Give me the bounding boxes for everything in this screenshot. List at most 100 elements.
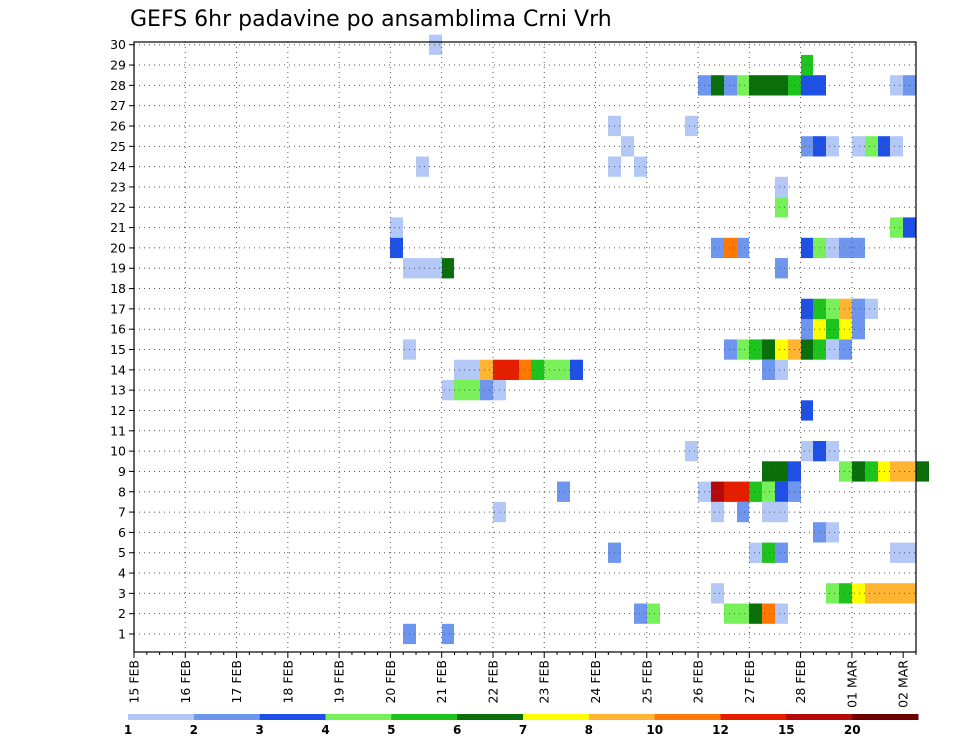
x-tick-label: 17 FEB: [229, 660, 244, 704]
x-tick-label: 15 FEB: [127, 660, 142, 704]
heatmap-cell: [826, 522, 839, 543]
x-tick-label: 22 FEB: [485, 660, 500, 704]
heatmap-cell: [724, 481, 737, 502]
heatmap-cell: [826, 298, 839, 319]
x-tick-label: 21 FEB: [434, 660, 449, 704]
heatmap-cell: [454, 359, 467, 380]
legend-label: 1: [124, 723, 132, 737]
heatmap-cell: [724, 75, 737, 96]
legend-label: 4: [321, 723, 329, 737]
heatmap-cell: [839, 339, 852, 360]
legend-label: 5: [387, 723, 395, 737]
legend-swatch: [523, 714, 590, 720]
heatmap-cell: [762, 461, 775, 482]
heatmap-cell: [454, 380, 467, 401]
heatmap-cell: [775, 75, 788, 96]
y-tick-label: 19: [110, 261, 126, 276]
y-tick-label: 25: [110, 139, 126, 154]
heatmap-cell: [557, 359, 570, 380]
heatmap-cell: [865, 298, 878, 319]
heatmap-cell: [634, 156, 647, 177]
heatmap-cell: [506, 359, 519, 380]
heatmap-cell: [762, 359, 775, 380]
y-tick-label: 18: [110, 281, 126, 296]
heatmap-cell: [775, 542, 788, 563]
y-tick-label: 23: [110, 179, 126, 194]
legend-swatch: [786, 714, 853, 720]
x-tick-label: 20 FEB: [383, 660, 398, 704]
heatmap-cell: [467, 380, 480, 401]
y-tick-label: 2: [118, 606, 126, 621]
legend-label: 20: [844, 723, 861, 737]
y-tick-label: 14: [110, 362, 126, 377]
heatmap-cell: [762, 603, 775, 624]
heatmap-cell: [826, 339, 839, 360]
heatmap-cell: [390, 217, 403, 238]
heatmap-cell: [801, 136, 813, 157]
heatmap-cell: [890, 136, 903, 157]
y-tick-label: 28: [110, 78, 126, 93]
y-tick-label: 4: [118, 566, 126, 581]
heatmap-cell: [839, 461, 852, 482]
heatmap-cell: [801, 339, 813, 360]
heatmap-cell: [890, 75, 903, 96]
heatmap-cell: [467, 359, 480, 380]
heatmap-cell: [801, 298, 813, 319]
legend-swatch: [852, 714, 919, 720]
heatmap-cell: [737, 603, 749, 624]
legend-swatch: [259, 714, 326, 720]
heatmap-cell: [442, 258, 454, 279]
legend-swatch: [654, 714, 721, 720]
heatmap-cell: [416, 258, 429, 279]
heatmap-cell: [647, 603, 660, 624]
legend-label: 7: [519, 723, 527, 737]
legend-label: 15: [778, 723, 795, 737]
y-tick-label: 26: [110, 119, 126, 134]
y-tick-label: 16: [110, 322, 126, 337]
heatmap-cell: [737, 75, 749, 96]
chart-title: GEFS 6hr padavine po ansamblima Crni Vrh: [130, 7, 612, 32]
heatmap-cell: [442, 380, 454, 401]
y-tick-label: 21: [110, 220, 126, 235]
heatmap-cell: [711, 75, 724, 96]
legend-label: 3: [256, 723, 264, 737]
heatmap-cell: [429, 34, 442, 55]
heatmap-cell: [865, 461, 878, 482]
heatmap-cell: [775, 461, 788, 482]
legend-label: 8: [585, 723, 593, 737]
color-legend: 1 2 3 4 5 6 7 8 10 12 15 20: [124, 714, 919, 737]
heatmap-cell: [724, 603, 737, 624]
x-tick-label: 16 FEB: [178, 660, 193, 704]
heatmap-cell: [749, 481, 762, 502]
heatmap-cell: [839, 583, 852, 604]
heatmap-cell: [544, 359, 557, 380]
heatmap-cell: [762, 75, 775, 96]
x-tick-label: 27 FEB: [742, 660, 757, 704]
heatmap-cell: [890, 542, 903, 563]
y-tick-label: 12: [110, 403, 126, 418]
heatmap-cell: [749, 603, 762, 624]
y-tick-label: 13: [110, 383, 126, 398]
x-tick-label: 01 MAR: [844, 660, 859, 708]
heatmap-cell: [480, 380, 493, 401]
legend-label: 2: [190, 723, 198, 737]
y-tick-label: 24: [110, 159, 126, 174]
heatmap-cell: [762, 542, 775, 563]
heatmap-cell: [826, 583, 839, 604]
y-tick-label: 8: [118, 484, 126, 499]
heatmap-cell: [775, 197, 788, 218]
heatmap-cell: [852, 583, 865, 604]
heatmap-cell: [852, 136, 865, 157]
heatmap-cell: [737, 501, 749, 523]
heatmap-cell: [737, 237, 749, 259]
heatmap-cell: [762, 339, 775, 360]
heatmap-cell: [749, 542, 762, 563]
heatmap-cell: [711, 501, 724, 523]
heatmap-cell: [852, 298, 865, 319]
y-tick-label: 6: [118, 525, 126, 540]
heatmap-cell: [826, 136, 839, 157]
legend-swatch: [325, 714, 392, 720]
heatmap-cell: [775, 603, 788, 624]
legend-swatch: [720, 714, 787, 720]
heatmap-cell: [801, 441, 813, 462]
